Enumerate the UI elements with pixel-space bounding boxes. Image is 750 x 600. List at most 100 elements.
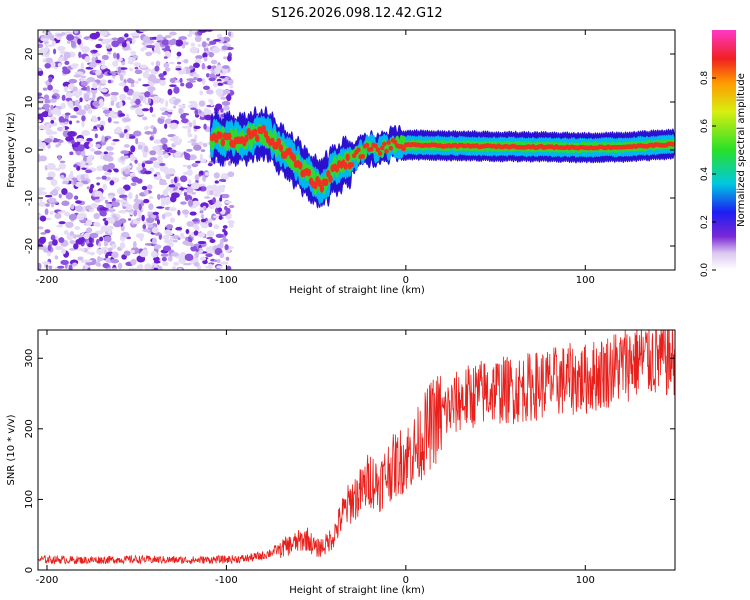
heatmap-cell (204, 196, 211, 199)
heatmap-cell (149, 167, 155, 173)
heatmap-cell (98, 38, 103, 42)
heatmap-cell (60, 32, 66, 36)
heatmap-cell (46, 162, 56, 170)
heatmap-cell (207, 231, 214, 237)
heatmap-cell (161, 256, 167, 262)
heatmap-cell (38, 189, 43, 196)
heatmap-cell (107, 162, 115, 170)
heatmap-cell (84, 55, 91, 63)
heatmap-cell (151, 61, 155, 66)
heatmap-cell (178, 257, 187, 264)
heatmap-cell (74, 195, 79, 200)
heatmap-cell (80, 160, 86, 166)
heatmap-cell (50, 120, 55, 124)
heatmap-cell (198, 30, 208, 33)
y-tick-label: -20 (24, 238, 35, 254)
heatmap-cell (206, 89, 214, 95)
x-tick-label: -200 (36, 575, 59, 586)
heatmap-cell (99, 236, 104, 242)
heatmap-cell (95, 261, 101, 267)
heatmap-cell (111, 243, 117, 249)
colorbar-tick-label: 0.6 (700, 119, 710, 134)
heatmap-cell (153, 244, 162, 250)
heatmap-ridge-cell (244, 134, 249, 143)
heatmap-cell (44, 217, 52, 221)
heatmap-cell (193, 62, 200, 69)
heatmap-cell (219, 241, 224, 248)
heatmap-cell (43, 99, 51, 104)
heatmap-cell (89, 232, 99, 239)
heatmap-cell (107, 79, 112, 84)
heatmap-cell (79, 97, 83, 103)
heatmap-cell (41, 35, 47, 39)
heatmap-cell (190, 42, 196, 47)
heatmap-cell (68, 213, 78, 221)
heatmap-cell (208, 222, 213, 228)
heatmap-cell (181, 125, 190, 129)
heatmap-cell (221, 89, 231, 94)
heatmap-cell (184, 214, 189, 218)
heatmap-cell (119, 210, 125, 214)
heatmap-cell (113, 127, 123, 134)
heatmap-cell (224, 244, 229, 251)
heatmap-ridge-cell (373, 143, 378, 149)
x-tick-label: -100 (215, 575, 238, 586)
heatmap-cell (130, 83, 135, 88)
heatmap-cell (185, 229, 190, 234)
heatmap-cell (144, 130, 153, 135)
heatmap-cell (63, 56, 68, 61)
heatmap-cell (169, 217, 175, 223)
heatmap-cell (208, 99, 213, 103)
heatmap-cell (143, 198, 150, 204)
heatmap-cell (148, 203, 154, 211)
heatmap-cell (103, 235, 112, 243)
heatmap-cell (65, 92, 73, 98)
heatmap-cell (116, 52, 120, 60)
heatmap-cell (215, 64, 222, 72)
heatmap-cell (186, 148, 193, 152)
heatmap-cell (46, 123, 55, 127)
heatmap-cell (87, 178, 91, 183)
heatmap-cell (220, 108, 224, 113)
heatmap-cell (153, 260, 161, 264)
heatmap-cell (212, 184, 218, 188)
heatmap-cell (197, 141, 204, 146)
heatmap-cell (108, 207, 115, 213)
heatmap-cell (164, 118, 173, 125)
heatmap-cell (83, 155, 87, 163)
heatmap-cell (86, 85, 90, 92)
heatmap-cell (200, 214, 205, 219)
x-tick-label: 100 (576, 275, 595, 286)
heatmap-cell (97, 86, 102, 91)
heatmap-cell (73, 30, 79, 34)
heatmap-cell (193, 125, 201, 130)
heatmap-cell (167, 113, 171, 118)
heatmap-cell (217, 207, 223, 212)
heatmap-ridge-cell (384, 148, 389, 154)
heatmap-cell (195, 223, 199, 230)
heatmap-cell (108, 195, 114, 200)
heatmap-cell (192, 119, 197, 127)
heatmap-cell (194, 108, 199, 116)
heatmap-cell (130, 50, 136, 56)
heatmap-cell (214, 201, 222, 209)
heatmap-cell (114, 112, 118, 115)
heatmap-cell (148, 196, 154, 199)
heatmap-ridge-cell (401, 146, 406, 152)
heatmap-cell (48, 197, 57, 204)
heatmap-cell (64, 112, 71, 116)
heatmap-cell (150, 250, 159, 258)
heatmap-ridge-cell (388, 145, 393, 151)
heatmap-cell (129, 136, 136, 139)
heatmap-cell (64, 60, 70, 66)
heatmap-cell (152, 237, 157, 245)
heatmap-cell (123, 85, 129, 93)
heatmap-cell (193, 230, 199, 236)
heatmap-cell (182, 43, 186, 49)
heatmap-cell (75, 238, 84, 245)
heatmap-cell (161, 200, 165, 208)
heatmap-cell (38, 92, 43, 97)
heatmap-cell (50, 179, 58, 187)
heatmap-cell (83, 259, 93, 263)
heatmap-cell (212, 197, 217, 204)
